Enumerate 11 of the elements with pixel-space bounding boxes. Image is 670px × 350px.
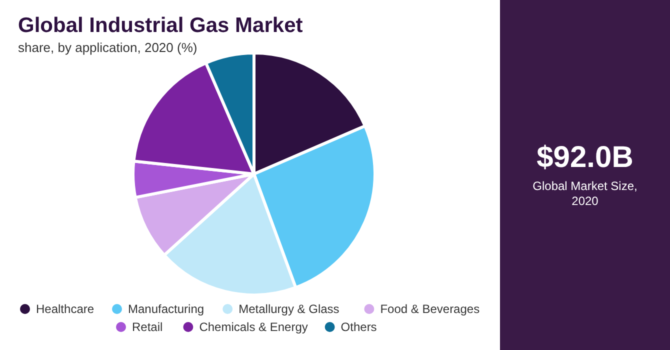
legend-label: Healthcare xyxy=(36,302,94,316)
legend-label: Metallurgy & Glass xyxy=(238,302,340,316)
chart-title: Global Industrial Gas Market xyxy=(18,14,303,37)
legend-label: Retail xyxy=(132,320,163,334)
legend-label: Others xyxy=(340,320,377,334)
chart-subtitle: share, by application, 2020 (%) xyxy=(18,40,198,55)
legend-label: Chemicals & Energy xyxy=(199,320,308,334)
legend-label: Food & Beverages xyxy=(380,302,480,316)
text: Global Market Size, 2020 xyxy=(532,179,638,208)
text: $92.0B xyxy=(536,141,634,174)
legend-label: Manufacturing xyxy=(128,302,204,316)
